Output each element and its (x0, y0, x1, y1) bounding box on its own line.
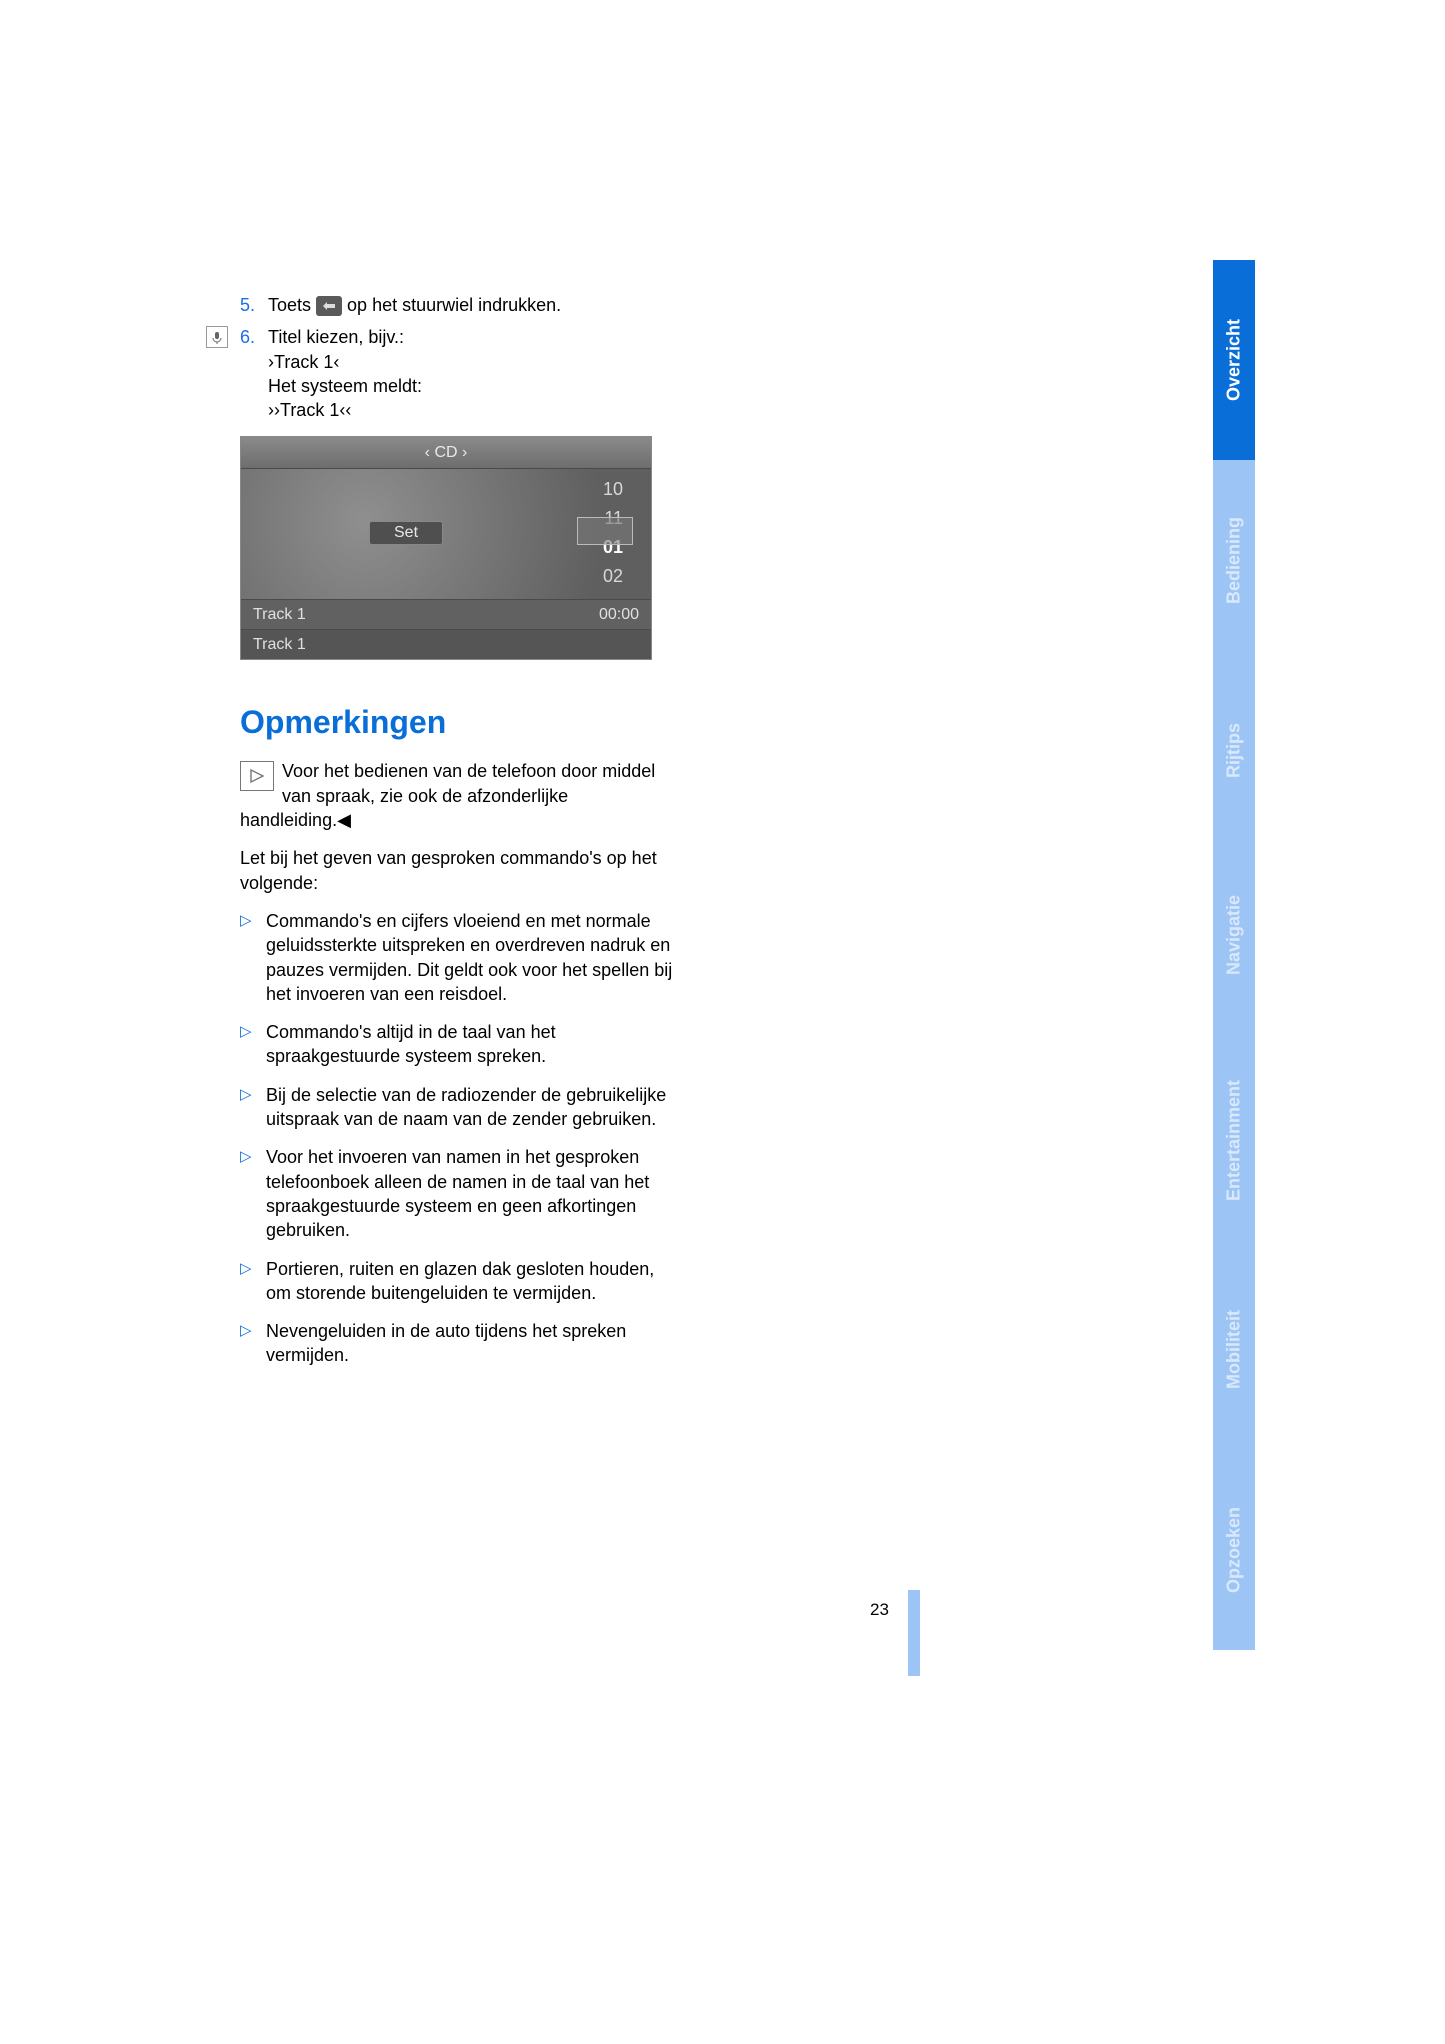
intro-paragraph: Let bij het geven van gesproken commando… (240, 846, 680, 895)
note-block: Voor het bedienen van de telefoon door m… (240, 759, 680, 832)
step-text-post: op het stuurwiel indrukken. (347, 295, 561, 315)
section-heading: Opmerkingen (240, 704, 680, 741)
screenshot-header-text: ‹ CD › (425, 444, 468, 462)
bullet-item: ▷Nevengeluiden in de auto tijdens het sp… (240, 1319, 680, 1368)
bullet-text: Commando's en cijfers vloeiend en met no… (266, 909, 680, 1006)
side-tab[interactable]: Rijtips (1213, 660, 1255, 840)
step-line: ››Track 1‹‹ (268, 398, 680, 422)
voice-command-icon (206, 326, 228, 348)
track-label: Track 1 (253, 606, 306, 624)
side-tab[interactable]: Bediening (1213, 460, 1255, 660)
side-tab-strip: OverzichtBedieningRijtipsNavigatieEntert… (1213, 260, 1255, 1650)
side-tab[interactable]: Mobiliteit (1213, 1250, 1255, 1450)
bullet-item: ▷Portieren, ruiten en glazen dak geslote… (240, 1257, 680, 1306)
track-row: Track 1 00:00 (241, 599, 651, 629)
set-button: Set (369, 521, 443, 545)
step-6-row: 6. Titel kiezen, bijv.: ›Track 1‹ Het sy… (240, 325, 680, 422)
screenshot-header: ‹ CD › (241, 437, 651, 469)
bullet-marker-icon: ▷ (240, 1145, 266, 1242)
bullet-item: ▷Commando's altijd in de taal van het sp… (240, 1020, 680, 1069)
side-tab[interactable]: Navigatie (1213, 840, 1255, 1030)
step-line: Titel kiezen, bijv.: (268, 325, 680, 349)
side-tab[interactable]: Entertainment (1213, 1030, 1255, 1250)
bullet-list: ▷Commando's en cijfers vloeiend en met n… (240, 909, 680, 1368)
selection-highlight (577, 517, 633, 545)
bullet-text: Nevengeluiden in de auto tijdens het spr… (266, 1319, 680, 1368)
bullet-marker-icon: ▷ (240, 1257, 266, 1306)
bullet-item: ▷Commando's en cijfers vloeiend en met n… (240, 909, 680, 1006)
page-number: 23 (870, 1600, 889, 1620)
step-body: Titel kiezen, bijv.: ›Track 1‹ Het syste… (268, 325, 680, 422)
steering-button-icon (316, 296, 342, 316)
step-line: ›Track 1‹ (268, 350, 680, 374)
step-number: 6. (240, 325, 268, 422)
page-number-bar (908, 1590, 920, 1676)
num-option: 10 (603, 475, 623, 504)
track-time: 00:00 (599, 606, 639, 624)
bullet-marker-icon: ▷ (240, 1319, 266, 1368)
main-content-column: 5. Toets op het stuurwiel indrukken. 6. … (240, 293, 680, 1368)
device-screenshot: ‹ CD › 10 11 01 02 Set Track 1 00:00 Tra… (240, 436, 652, 660)
bullet-text: Commando's altijd in de taal van het spr… (266, 1020, 680, 1069)
bullet-marker-icon: ▷ (240, 1020, 266, 1069)
step-text-pre: Toets (268, 295, 316, 315)
track-label: Track 1 (253, 636, 306, 654)
step-line: Het systeem meldt: (268, 374, 680, 398)
note-text: Voor het bedienen van de telefoon door m… (240, 761, 655, 830)
bullet-item: ▷Bij de selectie van de radiozender de g… (240, 1083, 680, 1132)
step-body: Toets op het stuurwiel indrukken. (268, 293, 680, 317)
num-option: 02 (603, 562, 623, 591)
step-5: 5. Toets op het stuurwiel indrukken. (240, 293, 680, 317)
bullet-marker-icon: ▷ (240, 909, 266, 1006)
screenshot-dial-area: 10 11 01 02 Set (241, 469, 651, 599)
side-tab[interactable]: Overzicht (1213, 260, 1255, 460)
note-info-icon (240, 761, 274, 791)
bullet-text: Portieren, ruiten en glazen dak gesloten… (266, 1257, 680, 1306)
voice-icon-column (206, 325, 232, 422)
step-6: 6. Titel kiezen, bijv.: ›Track 1‹ Het sy… (240, 325, 680, 422)
side-tab[interactable]: Opzoeken (1213, 1450, 1255, 1650)
bullet-text: Voor het invoeren van namen in het gespr… (266, 1145, 680, 1242)
track-row-sub: Track 1 (241, 629, 651, 659)
bullet-item: ▷Voor het invoeren van namen in het gesp… (240, 1145, 680, 1242)
bullet-text: Bij de selectie van de radiozender de ge… (266, 1083, 680, 1132)
manual-page: 5. Toets op het stuurwiel indrukken. 6. … (0, 0, 1445, 2044)
bullet-marker-icon: ▷ (240, 1083, 266, 1132)
step-number: 5. (240, 293, 268, 317)
